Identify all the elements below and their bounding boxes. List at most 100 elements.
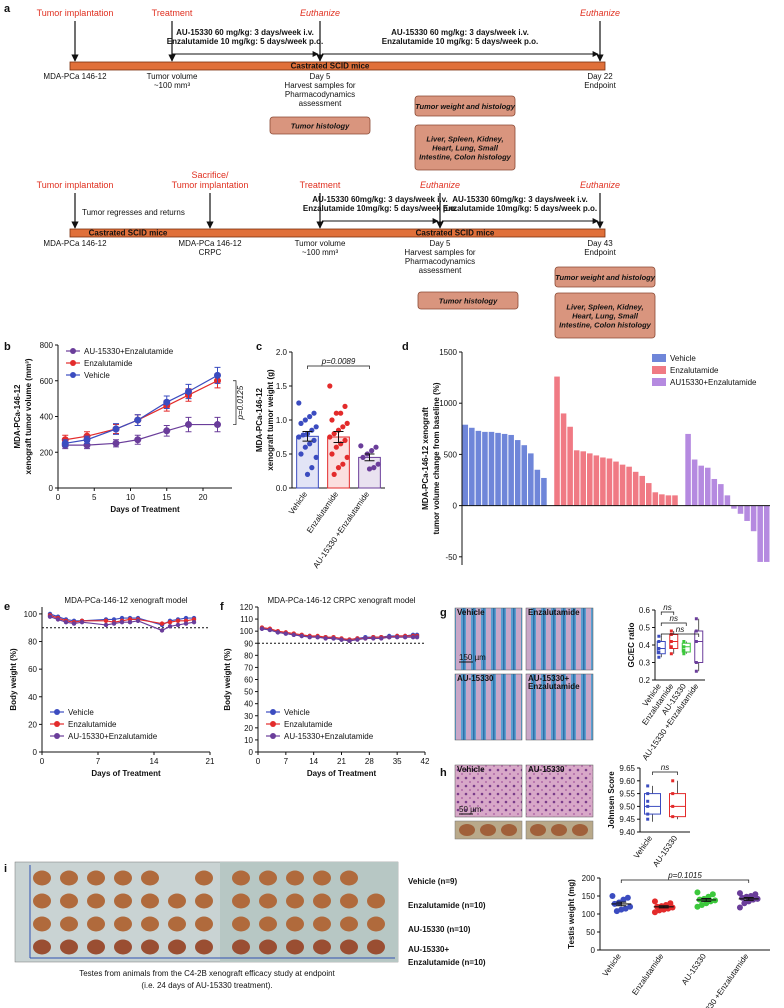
- testis: [340, 939, 358, 955]
- testis: [87, 939, 105, 955]
- micrograph-label: Enzalutamide: [528, 682, 580, 691]
- bar: [554, 376, 560, 506]
- testis: [141, 870, 159, 886]
- data-point: [646, 799, 650, 803]
- legend-marker: [70, 360, 76, 366]
- testis: [286, 893, 304, 909]
- data-point: [63, 619, 69, 625]
- dosing-text: Enzalutamide 10 mg/kg: 5 days/week p.o.: [382, 37, 539, 46]
- y-tick-label: 200: [40, 448, 54, 457]
- x-tick-label: 14: [309, 757, 318, 766]
- y-tick-label: 0.5: [276, 450, 288, 459]
- testis: [232, 939, 250, 955]
- event-detail: assessment: [419, 266, 462, 275]
- bar: [567, 426, 573, 506]
- y-tick-label: 9.55: [619, 790, 635, 799]
- data-point: [379, 636, 384, 641]
- y-tick-label: 50: [586, 928, 595, 937]
- bar: [698, 465, 704, 506]
- data-point: [358, 443, 364, 449]
- x-tick-label: 14: [150, 757, 159, 766]
- event-detail: Pharmacodynamics: [285, 90, 355, 99]
- data-point: [694, 903, 701, 910]
- testis: [33, 893, 51, 909]
- data-point: [694, 640, 698, 643]
- bar: [763, 505, 770, 562]
- y-axis-label: Johnsen Score: [607, 771, 616, 829]
- testis: [87, 870, 105, 886]
- testis: [195, 893, 213, 909]
- chart-title: MDA-PCa-146-12 xenograft model: [64, 596, 187, 605]
- bar: [600, 457, 606, 506]
- x-tick-label: AU-15330: [680, 952, 708, 987]
- bar: [639, 475, 645, 506]
- testis: [551, 824, 567, 836]
- y-tick-label: 10: [244, 736, 253, 745]
- procedure-box: [554, 292, 656, 339]
- y-tick-label: 40: [244, 700, 253, 709]
- data-point: [657, 634, 661, 638]
- data-point: [671, 792, 675, 796]
- significance-bracket: [660, 611, 675, 615]
- testis: [168, 916, 186, 932]
- y-axis-label: Testis weight (mg): [567, 879, 576, 949]
- testis: [232, 916, 250, 932]
- data-point: [669, 640, 673, 643]
- data-point: [646, 812, 650, 816]
- event-detail: CRPC: [199, 248, 222, 257]
- y-tick-label: 0.4: [639, 641, 651, 650]
- y-axis-label: xenograft tumor volume (mm³): [24, 358, 33, 474]
- data-point: [304, 471, 311, 477]
- group-label: AU-15330+: [408, 945, 449, 954]
- data-point: [671, 779, 675, 783]
- data-point: [682, 645, 686, 649]
- legend-label: AU-15330+Enzalutamide: [284, 732, 374, 741]
- event-detail: MDA-PCa 146-12: [43, 239, 107, 248]
- data-point: [360, 454, 366, 460]
- procedure-text: Tumor histology: [291, 122, 350, 131]
- y-tick-label: 50: [244, 688, 253, 697]
- bar: [495, 432, 501, 506]
- testis: [141, 939, 159, 955]
- event-detail: Day 5: [310, 72, 331, 81]
- procedure-text: Liver, Spleen, Kidney,: [566, 303, 643, 312]
- x-tick-label: Enzalutamide: [630, 952, 665, 997]
- testis: [60, 916, 78, 932]
- testis: [367, 939, 385, 955]
- data-point: [275, 630, 281, 635]
- scale-bar-label: 150 µm: [459, 653, 486, 662]
- event-label: Sacrifice/: [191, 170, 229, 180]
- error-bar: [302, 431, 313, 442]
- data-point: [694, 629, 698, 633]
- data-point: [283, 631, 289, 636]
- data-point: [298, 451, 304, 457]
- x-tick-label: Vehicle: [287, 490, 309, 517]
- testis: [114, 916, 132, 932]
- data-point: [307, 414, 313, 420]
- y-tick-label: 0: [33, 748, 38, 757]
- dosing-text: Enzalutamide 10mg/kg: 5 days/week p.o.: [303, 204, 457, 213]
- testis: [367, 916, 385, 932]
- testis: [367, 893, 385, 909]
- legend-label: Enzalutamide: [68, 720, 117, 729]
- y-axis-label: MDA-PCa-146-12: [13, 384, 22, 449]
- data-point: [657, 640, 661, 643]
- dosing-text: Enzalutamide 10mg/kg: 5 days/week p.o.: [443, 204, 597, 213]
- data-point: [135, 618, 141, 624]
- legend-marker: [54, 721, 60, 727]
- data-point: [342, 403, 348, 409]
- data-point: [183, 621, 189, 626]
- y-axis-label: MDA-PCa-146-12 xenograft: [421, 407, 430, 510]
- dosing-text: AU-15330 60mg/kg: 3 days/week i.v.: [312, 195, 447, 204]
- event-label: Euthanize: [300, 8, 340, 18]
- legend-label: Enzalutamide: [284, 720, 333, 729]
- significance-bracket: [307, 365, 370, 369]
- data-point: [339, 637, 344, 642]
- legend-label: Vehicle: [84, 371, 110, 380]
- data-point: [299, 633, 304, 639]
- panel-letter: e: [4, 601, 10, 613]
- error-bar: [333, 431, 344, 443]
- data-point: [307, 441, 313, 447]
- testis: [259, 893, 277, 909]
- legend-marker: [54, 733, 60, 739]
